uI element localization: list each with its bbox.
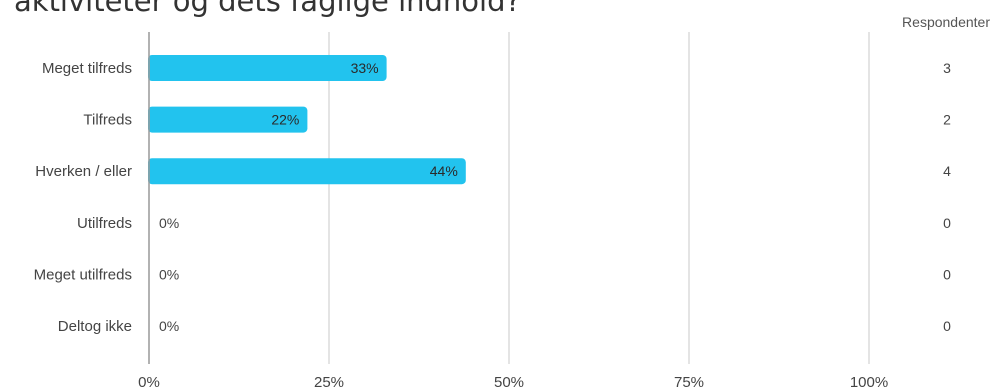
- category-label: Meget utilfreds: [34, 266, 132, 283]
- bar: [148, 106, 308, 133]
- category-label: Deltog ikke: [58, 318, 132, 335]
- x-tick-label: 100%: [850, 374, 888, 391]
- category-label: Meget tilfreds: [42, 60, 132, 77]
- respondents-count: 2: [943, 112, 951, 128]
- category-label: Tilfreds: [83, 112, 132, 129]
- bar-value-label: 0%: [159, 318, 179, 334]
- x-tick-label: 50%: [494, 374, 524, 391]
- bar-value-label: 22%: [271, 112, 299, 128]
- category-label: Utilfreds: [77, 215, 132, 232]
- x-tick-label: 0%: [138, 374, 160, 391]
- bar: [148, 55, 387, 81]
- x-tick-label: 75%: [674, 374, 704, 391]
- respondents-count: 3: [943, 60, 951, 76]
- bar-value-label: 33%: [351, 60, 379, 76]
- respondents-count: 0: [943, 215, 951, 231]
- chart-title: aktiviteter og dets faglige indhold?: [14, 0, 521, 18]
- respondents-header: Respondenter: [902, 14, 990, 30]
- bar-value-label: 0%: [159, 266, 179, 282]
- respondents-count: 0: [943, 318, 951, 334]
- respondents-count: 4: [943, 163, 951, 179]
- bar-value-label: 0%: [159, 215, 179, 231]
- bar: [148, 158, 466, 185]
- category-label: Hverken / eller: [35, 163, 132, 180]
- respondents-count: 0: [943, 266, 951, 282]
- bar-value-label: 44%: [430, 163, 458, 179]
- x-tick-label: 25%: [314, 374, 344, 391]
